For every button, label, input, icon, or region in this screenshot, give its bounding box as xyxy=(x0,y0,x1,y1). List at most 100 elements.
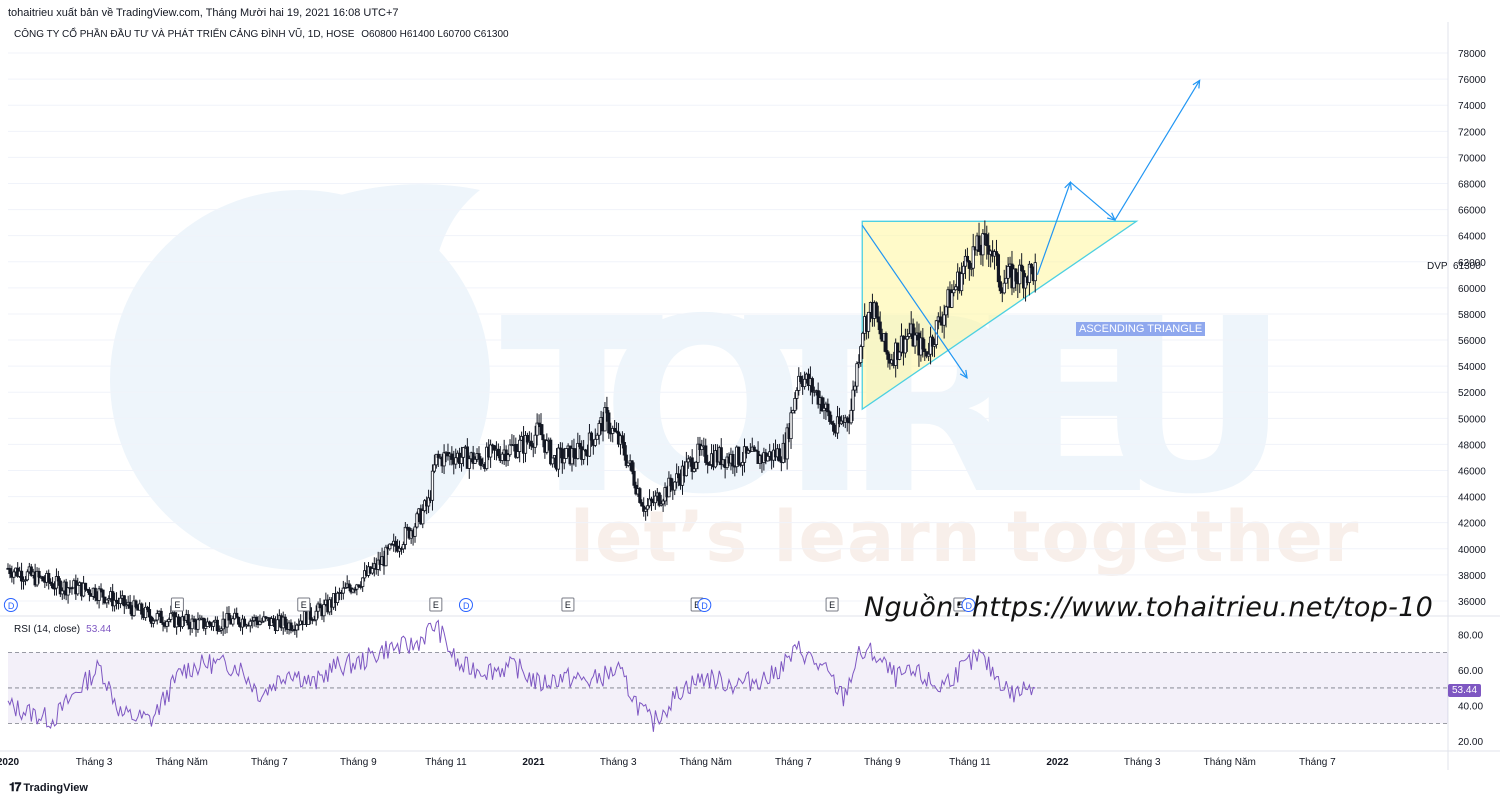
candle-body xyxy=(134,600,138,608)
earnings-event-label: E xyxy=(565,600,571,610)
candle-body xyxy=(789,412,793,439)
candle-body xyxy=(99,588,103,591)
candle-body xyxy=(810,378,814,393)
candle-body xyxy=(151,620,155,624)
time-axis-label: Tháng 7 xyxy=(251,757,288,768)
candle-body xyxy=(646,505,650,510)
candle-body xyxy=(667,477,671,498)
candle-body xyxy=(97,588,101,601)
candle-body xyxy=(981,233,985,256)
candle-body xyxy=(977,235,981,252)
candle-body xyxy=(516,451,520,458)
time-axis-label: Tháng Năm xyxy=(156,757,208,768)
price-tick-label: 64000 xyxy=(1458,232,1486,243)
candle-body xyxy=(583,449,588,452)
time-axis-label: Tháng 11 xyxy=(949,757,991,768)
rsi-value: 53.44 xyxy=(86,624,112,635)
price-tick-label: 36000 xyxy=(1458,597,1486,608)
time-axis-label: Tháng Năm xyxy=(1204,757,1256,768)
candle-body xyxy=(944,306,948,316)
candle-body xyxy=(235,612,239,618)
price-tick-label: 62000 xyxy=(1458,258,1486,269)
candle-body xyxy=(436,453,440,458)
candle-body xyxy=(537,422,541,425)
publisher-line: tohaitrieu xuất bản về TradingView.com, … xyxy=(8,7,399,19)
candle-body xyxy=(506,454,510,462)
candle-body xyxy=(403,526,407,545)
candle-body xyxy=(830,421,834,424)
price-tick-label: 42000 xyxy=(1458,519,1486,530)
candle-body xyxy=(351,588,355,593)
candle-body xyxy=(260,620,264,623)
candle-body xyxy=(248,620,252,627)
candle-body xyxy=(866,311,871,332)
tradingview-logo[interactable]: 𝟏𝟕 TradingView xyxy=(9,780,88,795)
candle-body xyxy=(1020,264,1024,271)
candle-body xyxy=(927,353,931,357)
price-tick-label: 68000 xyxy=(1458,180,1486,191)
candle-body xyxy=(640,502,644,507)
candle-body xyxy=(180,616,185,628)
ohlc-values: O60800 H61400 L60700 C61300 xyxy=(361,29,509,40)
earnings-event-icon xyxy=(825,597,839,612)
candle-body xyxy=(271,618,276,623)
candle-body xyxy=(8,568,12,575)
candle-body xyxy=(227,613,231,621)
candle-body xyxy=(589,432,593,441)
candle-body xyxy=(37,570,41,578)
candle-body xyxy=(539,424,543,436)
pattern-label[interactable]: ASCENDING TRIANGLE xyxy=(1076,322,1206,336)
candle-body xyxy=(217,629,221,632)
candle-body xyxy=(696,443,700,463)
candle-body xyxy=(442,452,446,467)
candle-body xyxy=(1002,282,1006,294)
candle-body xyxy=(145,606,150,610)
candle-body xyxy=(535,422,539,436)
candle-body xyxy=(690,457,694,472)
time-axis-label: Tháng 9 xyxy=(864,757,901,768)
candle-body xyxy=(390,543,394,546)
ticker-label: DVP xyxy=(1427,261,1448,272)
candle-body xyxy=(742,446,747,463)
candle-body xyxy=(907,333,911,337)
candle-body xyxy=(450,453,454,460)
candle-body xyxy=(295,624,299,631)
candle-body xyxy=(684,461,688,477)
candle-body xyxy=(950,292,954,308)
time-axis-label: Tháng 3 xyxy=(1124,757,1161,768)
candle-body xyxy=(105,599,109,604)
candle-body xyxy=(518,439,522,452)
candle-body xyxy=(508,444,512,456)
candle-body xyxy=(659,503,663,506)
price-tick-label: 40000 xyxy=(1458,545,1486,556)
candle-body xyxy=(237,617,241,625)
candle-body xyxy=(653,495,657,504)
earnings-event-label: E xyxy=(829,600,835,610)
candle-body xyxy=(308,607,312,620)
candle-body xyxy=(799,375,803,382)
candle-body xyxy=(797,375,801,391)
candle-body xyxy=(932,344,937,347)
watermark-slogan: let’s learn together xyxy=(570,496,1360,578)
earnings-event-label: E xyxy=(957,600,963,610)
earnings-event-label: E xyxy=(694,600,700,610)
watermark-logo-flame xyxy=(200,184,480,300)
candle-body xyxy=(719,447,723,466)
rsi-band xyxy=(8,652,1448,724)
candle-body xyxy=(159,610,163,624)
candle-body xyxy=(169,612,173,620)
rsi-title: RSI (14, close) xyxy=(14,624,81,635)
candle-body xyxy=(35,570,39,586)
rsi-tick-label: 80.00 xyxy=(1458,631,1483,642)
candle-body xyxy=(903,338,907,354)
source-note: Nguồn: https://www.tohaitrieu.net/top-10 xyxy=(864,592,1434,623)
candle-body xyxy=(785,427,789,460)
time-axis-label: Tháng Năm xyxy=(680,757,732,768)
candle-body xyxy=(622,442,626,456)
price-tick-label: 72000 xyxy=(1458,127,1486,138)
candle-body xyxy=(343,587,347,589)
candle-body xyxy=(297,624,301,626)
last-price-label: 61300 xyxy=(1453,261,1481,272)
earnings-event-label: E xyxy=(174,600,180,610)
